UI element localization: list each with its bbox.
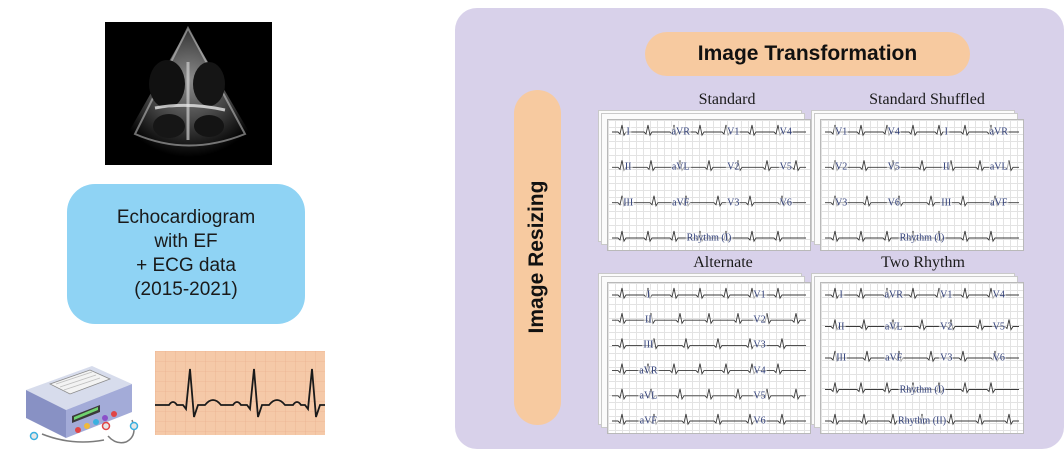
ecg-trace <box>612 124 806 137</box>
echocardiogram-ecg-data-box: Echocardiogram with EF + ECG data (2015-… <box>67 184 305 324</box>
ecg-lead-label: V4 <box>752 365 767 377</box>
ecg-lead-label: I <box>943 126 949 138</box>
ecg-lead-label: II <box>836 321 846 332</box>
ecg-lead-label: aVR <box>638 365 659 377</box>
ecg-lead-label: V1 <box>752 289 767 301</box>
ecg-lead-label: aVR <box>883 289 904 301</box>
ecg-lead-label: V5 <box>991 321 1006 332</box>
ecg-trace <box>825 350 1019 363</box>
ecg-trace <box>825 413 1019 426</box>
image-resizing-pill <box>514 90 561 425</box>
echo-box-line: + ECG data <box>136 255 236 276</box>
ecg-lead-label: V5 <box>752 390 767 402</box>
ecg-lead-label: I <box>625 126 631 138</box>
ecg-lead-label: V1 <box>726 126 741 138</box>
ecg-lead-label: V3 <box>752 339 767 351</box>
ecg-lead-label: V5 <box>778 161 793 173</box>
ecg-lead-label: Rhythm (I) <box>898 232 946 244</box>
ecg-lead-label: V6 <box>752 415 767 427</box>
ecg-lead-label: V4 <box>991 289 1006 301</box>
ecg-lead-label: V1 <box>834 126 849 138</box>
layout-title-two-rhythm: Two Rhythm <box>881 254 965 271</box>
ecg-trace <box>825 287 1019 300</box>
ecg-trace-group <box>612 287 806 426</box>
ecg-lead-label: aVL <box>988 161 1009 173</box>
ecg-lead-label: V6 <box>778 197 793 209</box>
ecg-lead-label: III <box>835 352 848 364</box>
ecg-lead-label: V4 <box>886 126 901 138</box>
ecg-lead-label: aVF <box>638 415 659 427</box>
ecg-trace <box>825 230 1019 243</box>
ecg-lead-label: aVF <box>989 197 1009 209</box>
image-resizing-text: Image Resizing <box>525 180 548 334</box>
ecg-lead-label: V5 <box>886 161 901 173</box>
ecg-trace-group <box>825 124 1019 243</box>
ecg-lead-label: V2 <box>752 314 767 326</box>
ecg-lead-label: aVR <box>670 126 691 138</box>
layout-title-standard: Standard <box>698 91 756 108</box>
ecg-trace <box>612 413 806 426</box>
ecg-trace-group <box>612 124 806 243</box>
ecg-trace <box>825 124 1019 137</box>
ecg-trace <box>612 287 806 300</box>
ecg-lead-label: aVF <box>671 197 691 209</box>
ecg-layout-alternate: I V1 II V2 III V3 aVR V4 aVL V5 aVF V6 <box>598 273 812 435</box>
ecg-lead-label: Rhythm (I) <box>898 384 946 395</box>
ecg-lead-label: III <box>622 197 635 209</box>
ecg-lead-label: V6 <box>991 352 1006 364</box>
echo-box-line: (2015-2021) <box>134 279 238 300</box>
ecg-lead-label: V3 <box>834 197 849 209</box>
ecg-lead-label: V2 <box>726 161 741 173</box>
ecg-trace <box>612 313 806 325</box>
ecg-lead-label: V3 <box>939 352 954 364</box>
ecg-lead-label: Rhythm (II) <box>896 415 948 427</box>
ecg-lead-label: aVL <box>883 321 904 332</box>
ecg-waveform-icon <box>155 351 325 435</box>
ecg-sheet: I V1 II V2 III V3 aVR V4 aVL V5 aVF V6 <box>607 282 811 434</box>
ecg-trace <box>825 382 1019 394</box>
ecg-lead-label: II <box>644 314 653 326</box>
ecg-lead-label: aVL <box>638 390 659 402</box>
ecg-lead-label: V2 <box>939 321 954 332</box>
ecg-lead-label: III <box>940 197 953 209</box>
ecg-lead-label: aVL <box>670 161 691 173</box>
ecg-lead-label: V6 <box>886 197 901 209</box>
ecg-machine-icon <box>12 350 150 448</box>
ecg-lead-label: Rhythm (I) <box>685 232 733 244</box>
layout-title-standard-shuffled: Standard Shuffled <box>869 91 985 108</box>
echocardiogram-image <box>105 22 272 165</box>
ecg-lead-label: aVR <box>988 126 1009 138</box>
ecg-lead-label: II <box>941 161 951 173</box>
ecg-lead-label: V3 <box>726 197 741 209</box>
echo-box-line: with EF <box>154 231 218 252</box>
ecg-trace <box>612 230 806 243</box>
ecg-lead-label: aVF <box>884 352 904 364</box>
ecg-lead-label: II <box>623 161 633 173</box>
ecg-trace <box>825 160 1019 172</box>
image-transformation-title: Image Transformation <box>645 32 970 76</box>
ecg-trace <box>612 160 806 172</box>
ecg-lead-label: I <box>645 289 652 301</box>
layout-title-alternate: Alternate <box>693 254 753 271</box>
ecg-trace <box>612 338 806 350</box>
ecg-lead-label: V2 <box>834 161 849 173</box>
ecg-lead-label: V1 <box>939 289 954 301</box>
ecg-trace <box>612 195 806 208</box>
ecg-lead-label: V4 <box>778 126 793 138</box>
ecg-lead-label: I <box>838 289 844 301</box>
echo-box-line: Echocardiogram <box>116 207 256 228</box>
ecg-lead-label: III <box>642 339 655 351</box>
ecg-trace <box>825 319 1019 331</box>
